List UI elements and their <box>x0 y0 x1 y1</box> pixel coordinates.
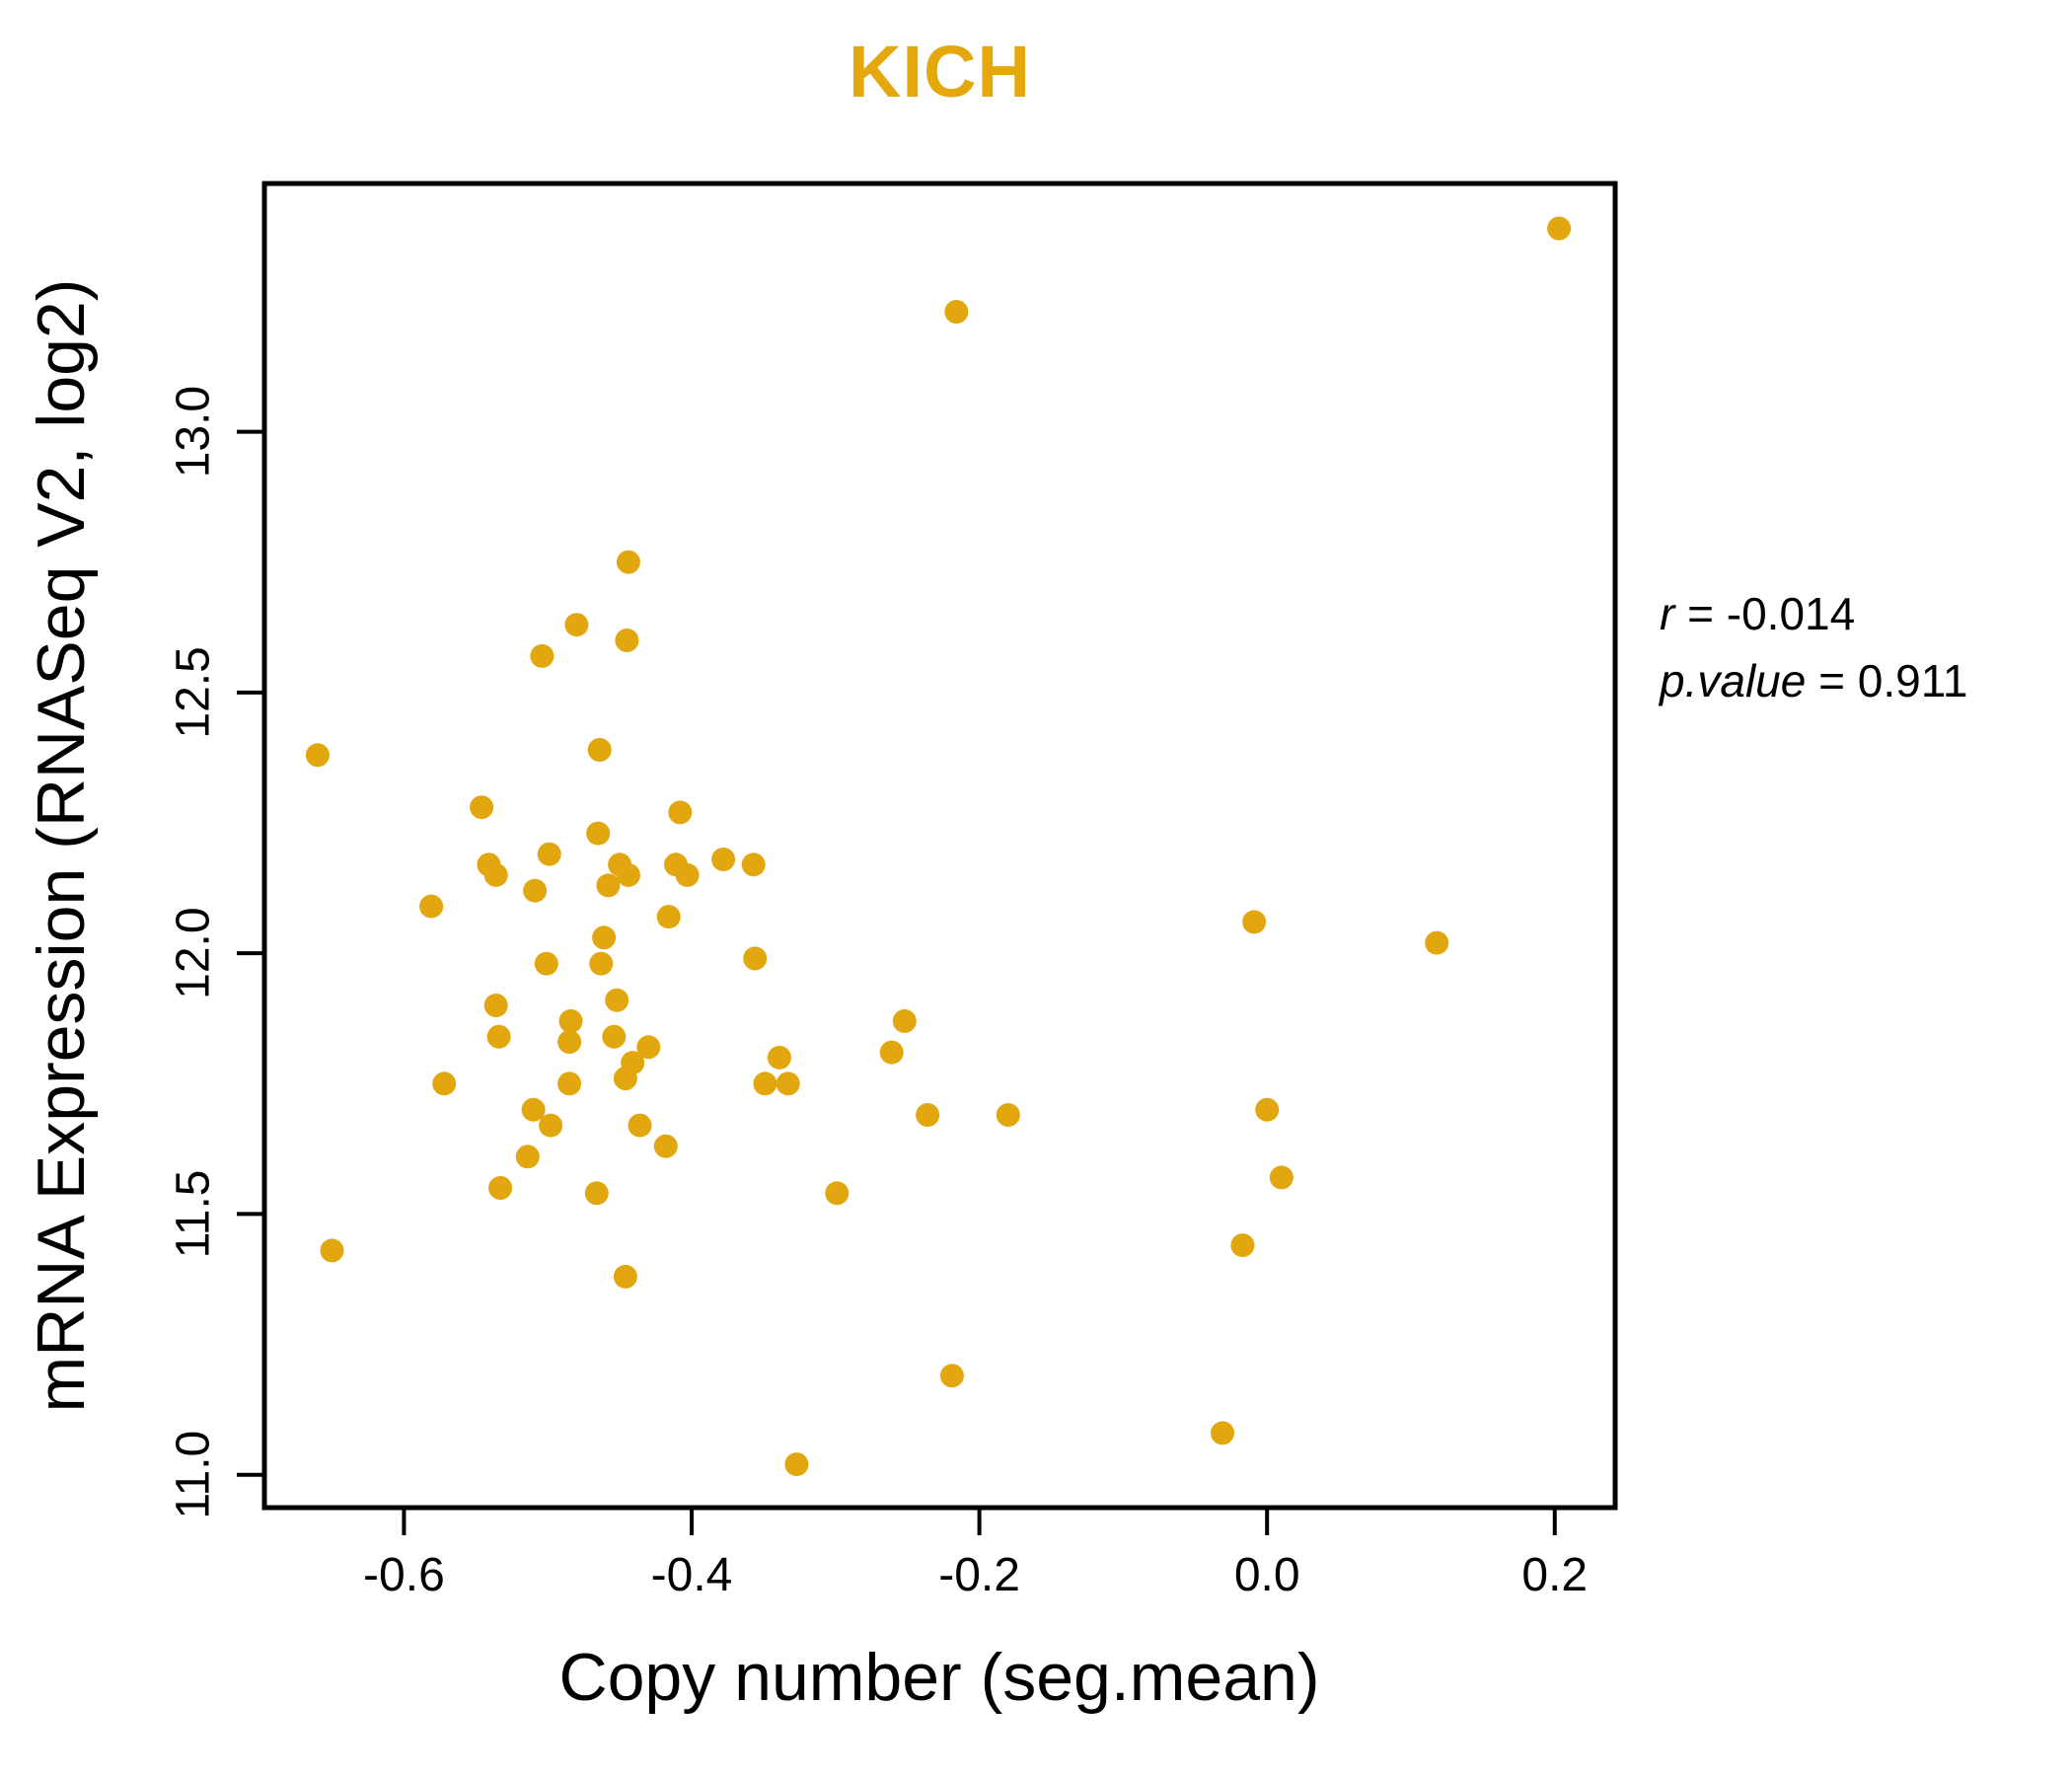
data-point <box>537 842 561 866</box>
data-point <box>523 878 548 903</box>
data-point <box>483 862 508 887</box>
data-point <box>521 1097 546 1122</box>
y-axis-title: mRNA Expression (RNASeq V2, log2) <box>24 278 99 1413</box>
data-point <box>320 1238 344 1263</box>
data-point <box>470 795 494 820</box>
data-point <box>557 1072 582 1096</box>
data-point <box>534 951 558 976</box>
data-point <box>584 1181 609 1206</box>
data-point <box>592 925 617 950</box>
y-tick-label: 12.0 <box>168 907 220 999</box>
y-tick-label: 11.5 <box>168 1169 220 1258</box>
correlation-annotation: r = -0.014 p.value = 0.911 <box>1660 580 1967 714</box>
data-point <box>558 1008 583 1033</box>
y-tick-label: 13.0 <box>168 386 220 478</box>
data-point <box>879 1040 904 1065</box>
data-point <box>539 1113 563 1138</box>
data-point <box>996 1103 1020 1127</box>
equals-sign: = <box>1806 655 1858 706</box>
x-axis-title: Copy number (seg.mean) <box>558 1640 1320 1715</box>
data-point <box>530 643 555 668</box>
data-point <box>711 848 736 871</box>
data-point <box>515 1145 540 1169</box>
data-point <box>1425 930 1449 955</box>
plot-border <box>261 181 1618 1511</box>
data-point <box>753 1072 777 1096</box>
data-point <box>776 1072 800 1096</box>
data-point <box>675 862 700 887</box>
data-point <box>486 1024 511 1049</box>
data-point <box>825 1181 850 1206</box>
data-point <box>656 905 681 929</box>
data-point <box>419 894 444 919</box>
x-tick-label: -0.6 <box>363 1549 445 1601</box>
data-point <box>613 1264 637 1289</box>
data-point <box>628 1113 652 1138</box>
data-point <box>616 862 640 887</box>
data-point <box>613 1067 637 1090</box>
data-point <box>615 629 639 652</box>
y-tick-label: 11.0 <box>168 1431 220 1519</box>
p-value-line: p.value = 0.911 <box>1660 647 1967 714</box>
data-point <box>784 1452 809 1477</box>
p-label: p.value <box>1660 655 1807 706</box>
data-point <box>1547 216 1572 241</box>
data-point <box>767 1045 791 1070</box>
x-tick-label: 0.2 <box>1521 1549 1588 1601</box>
equals-sign: = <box>1674 588 1727 639</box>
x-tick-label: 0.0 <box>1234 1549 1300 1601</box>
data-point <box>483 994 508 1017</box>
data-point <box>305 743 330 768</box>
data-point <box>432 1072 457 1096</box>
data-point <box>743 946 768 971</box>
data-point <box>1255 1097 1280 1122</box>
data-point <box>741 852 766 877</box>
p-value: 0.911 <box>1857 655 1968 706</box>
data-point <box>1230 1233 1255 1258</box>
data-point <box>596 873 621 898</box>
data-point <box>586 821 611 846</box>
r-value: -0.014 <box>1726 588 1856 639</box>
data-point <box>1242 910 1267 934</box>
data-point <box>939 1364 964 1388</box>
x-tick-label: -0.2 <box>938 1549 1020 1601</box>
data-point <box>616 550 640 574</box>
data-point <box>668 800 693 825</box>
r-value-line: r = -0.014 <box>1660 580 1967 647</box>
data-point <box>557 1030 582 1054</box>
data-point <box>1211 1421 1234 1445</box>
data-point <box>653 1134 678 1158</box>
data-point <box>587 738 612 762</box>
data-point <box>1269 1165 1294 1190</box>
data-point <box>602 1024 627 1049</box>
r-label: r <box>1660 588 1675 639</box>
data-point <box>916 1103 940 1127</box>
x-tick-label: -0.4 <box>651 1549 733 1601</box>
data-point <box>944 300 969 324</box>
data-point <box>605 988 629 1012</box>
data-point <box>488 1176 513 1200</box>
data-point <box>564 613 589 637</box>
y-tick-label: 12.5 <box>168 646 220 738</box>
data-point <box>636 1035 661 1060</box>
data-point <box>892 1008 917 1033</box>
chart-title: KICH <box>849 31 1031 112</box>
data-point <box>589 951 614 976</box>
